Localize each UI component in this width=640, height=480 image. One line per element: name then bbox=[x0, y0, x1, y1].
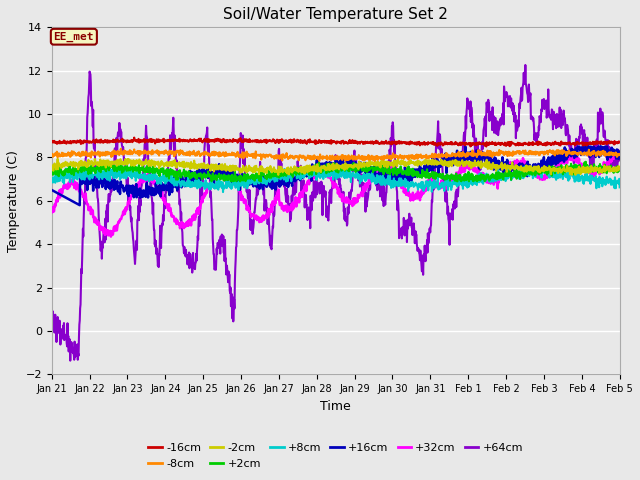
Title: Soil/Water Temperature Set 2: Soil/Water Temperature Set 2 bbox=[223, 7, 448, 22]
Y-axis label: Temperature (C): Temperature (C) bbox=[7, 150, 20, 252]
X-axis label: Time: Time bbox=[321, 400, 351, 413]
Text: EE_met: EE_met bbox=[54, 32, 94, 42]
Legend: -16cm, -8cm, -2cm, +2cm, +8cm, +16cm, +32cm, +64cm: -16cm, -8cm, -2cm, +2cm, +8cm, +16cm, +3… bbox=[144, 439, 527, 473]
